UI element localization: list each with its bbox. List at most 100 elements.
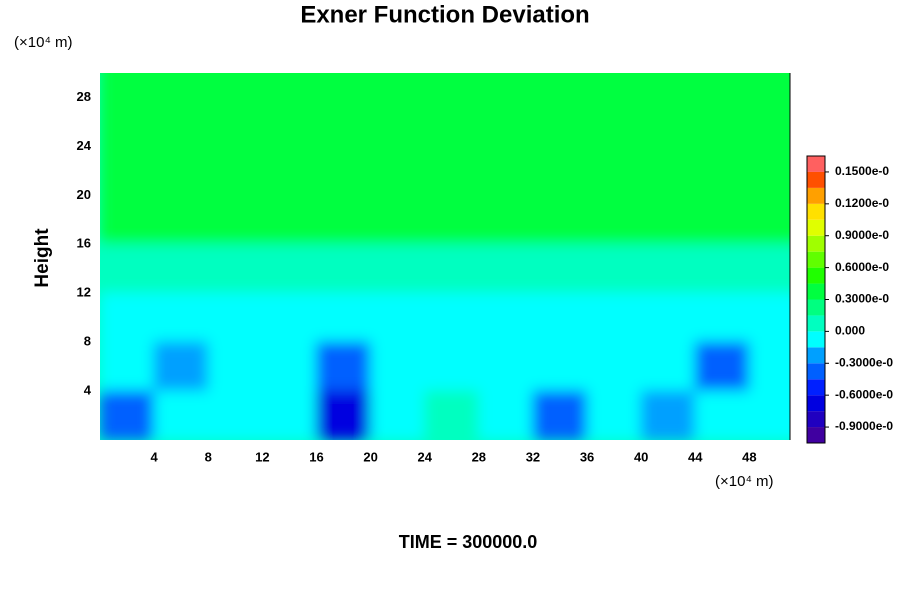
field-cell <box>640 243 696 294</box>
x-tick-label: 8 <box>205 449 212 464</box>
colorbar-tick-label: 0.1200e-0 <box>835 196 889 210</box>
contour-field <box>100 73 790 440</box>
field-cell <box>748 145 790 196</box>
field-cell <box>478 292 534 343</box>
field-cell <box>207 341 263 392</box>
field-cell <box>640 73 696 98</box>
field-cell <box>586 341 642 392</box>
field-cell <box>748 341 790 392</box>
field-cell <box>100 390 155 440</box>
field-cell <box>586 145 642 196</box>
field-cell <box>315 243 372 294</box>
field-cell <box>694 243 750 294</box>
field-cell <box>694 341 750 392</box>
x-tick-label: 32 <box>526 449 540 464</box>
field-cell <box>532 96 588 147</box>
x-tick-label: 48 <box>742 449 756 464</box>
x-unit: (×10⁴ m) <box>715 473 774 490</box>
chart-title: Exner Function Deviation <box>300 1 589 28</box>
field-cell <box>153 341 209 392</box>
field-cell <box>315 96 372 147</box>
field-cell <box>153 292 209 343</box>
colorbar-band <box>807 299 825 316</box>
field-cell <box>315 292 372 343</box>
field-cell <box>153 145 209 196</box>
y-tick-label: 12 <box>77 285 91 300</box>
field-cell <box>640 341 696 392</box>
field-cell <box>424 145 480 196</box>
field-cell <box>532 341 588 392</box>
field-cell <box>586 292 642 343</box>
field-cell <box>100 243 155 294</box>
field-cell <box>100 145 155 196</box>
field-cell <box>694 73 750 98</box>
field-cell <box>261 243 317 294</box>
colorbar-band <box>807 156 825 172</box>
field-cell <box>100 73 155 98</box>
field-cell <box>478 96 534 147</box>
cells <box>100 73 790 440</box>
field-cell <box>100 96 155 147</box>
field-cell <box>478 145 534 196</box>
y-tick-label: 8 <box>84 334 91 349</box>
field-cell <box>532 145 588 196</box>
field-cell <box>261 341 317 392</box>
field-cell <box>207 292 263 343</box>
field-cell <box>261 73 317 98</box>
field-cell <box>478 194 534 245</box>
annotation: TIME = 300000.0 <box>399 532 538 552</box>
field-cell <box>586 96 642 147</box>
y-tick-label: 28 <box>77 89 91 104</box>
colorbar-band <box>807 251 825 268</box>
field-cell <box>370 390 426 440</box>
field-cell <box>586 73 642 98</box>
field-cell <box>207 96 263 147</box>
colorbar-band <box>807 379 825 396</box>
colorbar-band <box>807 203 825 220</box>
field-cell <box>532 243 588 294</box>
field-cell <box>207 194 263 245</box>
field-cell <box>370 194 426 245</box>
colorbar-tick-label: 0.3000e-0 <box>835 292 889 306</box>
field-cell <box>207 243 263 294</box>
colorbar-band <box>807 395 825 412</box>
x-tick-label: 28 <box>472 449 486 464</box>
field-cell <box>748 96 790 147</box>
x-tick-label: 40 <box>634 449 648 464</box>
x-tick-label: 36 <box>580 449 594 464</box>
field-cell <box>100 292 155 343</box>
field-cell <box>694 145 750 196</box>
colorbar-band <box>807 315 825 332</box>
field-cell <box>153 194 209 245</box>
colorbar-band <box>807 427 825 443</box>
colorbar-tick-label: 0.6000e-0 <box>835 260 889 274</box>
colorbar-band <box>807 331 825 348</box>
colorbar-tick-label: 0.1500e-0 <box>835 164 889 178</box>
field-cell <box>640 145 696 196</box>
y-tick-label: 16 <box>77 236 91 251</box>
field-cell <box>424 96 480 147</box>
field-cell <box>424 243 480 294</box>
field-cell <box>315 73 372 98</box>
colorbar-tick-label: -0.6000e-0 <box>835 387 893 401</box>
x-tick-label: 12 <box>255 449 269 464</box>
field-cell <box>315 145 372 196</box>
field-cell <box>694 390 750 440</box>
field-cell <box>748 243 790 294</box>
field-cell <box>532 194 588 245</box>
x-tick-label: 44 <box>688 449 703 464</box>
colorbar-tick-label: 0.9000e-0 <box>835 228 889 242</box>
field-cell <box>315 390 372 440</box>
y-axis-label: Height <box>32 228 53 288</box>
colorbar-band <box>807 171 825 188</box>
field-cell <box>478 243 534 294</box>
colorbar-tick-label: -0.3000e-0 <box>835 355 893 369</box>
x-tick-label: 24 <box>417 449 432 464</box>
field-cell <box>207 145 263 196</box>
field-cell <box>370 243 426 294</box>
field-cell <box>694 96 750 147</box>
field-cell <box>261 194 317 245</box>
field-cell <box>370 145 426 196</box>
field-cell <box>315 341 372 392</box>
